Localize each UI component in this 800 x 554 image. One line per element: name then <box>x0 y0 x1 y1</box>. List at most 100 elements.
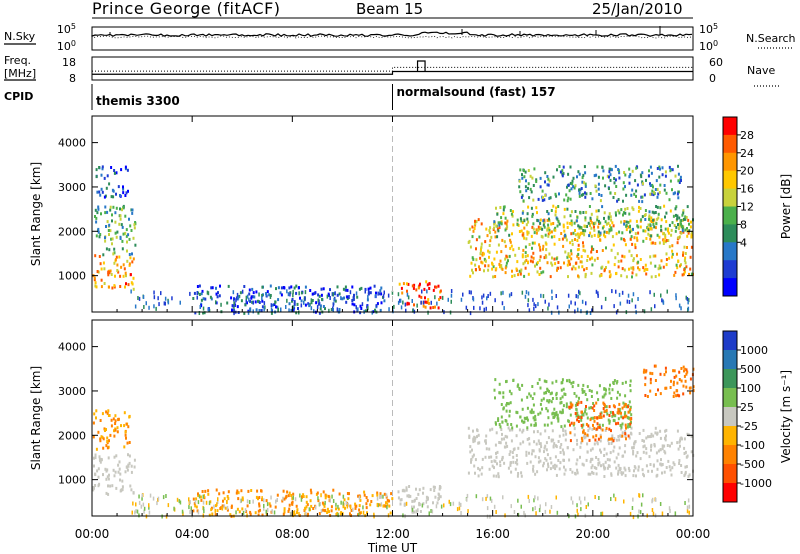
data-cell <box>646 268 649 271</box>
data-cell <box>257 497 259 501</box>
data-cell <box>391 290 394 295</box>
data-cell <box>487 264 490 268</box>
data-cell <box>534 455 537 459</box>
data-cell <box>474 471 476 475</box>
data-cell <box>591 221 594 225</box>
data-cell <box>537 197 540 201</box>
data-cell <box>568 405 571 409</box>
data-cell <box>261 513 264 517</box>
data-cell <box>512 223 515 227</box>
data-cell <box>422 300 425 305</box>
data-cell <box>642 450 645 454</box>
data-cell <box>648 216 651 220</box>
freq-tick-top: 18 <box>62 56 76 69</box>
data-cell <box>575 407 578 411</box>
data-cell <box>241 496 244 500</box>
data-cell <box>270 311 273 315</box>
data-cell <box>537 496 539 501</box>
data-cell <box>157 496 160 501</box>
data-cell <box>380 286 383 290</box>
data-cell <box>550 391 553 395</box>
data-cell <box>559 397 562 401</box>
data-cell <box>521 233 524 237</box>
data-cell <box>648 435 651 439</box>
data-cell <box>661 463 664 466</box>
data-cell <box>582 413 585 417</box>
data-cell <box>582 173 585 177</box>
data-cell <box>531 176 534 180</box>
data-cell <box>292 305 294 310</box>
data-cell <box>543 391 546 395</box>
data-cell <box>656 195 659 199</box>
data-cell <box>546 468 548 472</box>
data-cell <box>623 404 626 408</box>
data-cell <box>437 497 439 501</box>
data-cell <box>559 170 562 174</box>
data-cell <box>600 427 602 431</box>
data-cell <box>604 235 607 239</box>
data-cell <box>634 466 637 470</box>
data-cell <box>631 188 634 192</box>
data-cell <box>572 176 575 180</box>
data-cell <box>543 450 545 454</box>
data-cell <box>536 211 538 215</box>
data-cell <box>426 283 429 287</box>
data-cell <box>418 488 421 492</box>
data-cell <box>568 380 571 384</box>
data-cell <box>613 419 616 423</box>
data-cell <box>567 253 570 257</box>
data-cell <box>232 290 235 295</box>
data-cell <box>142 295 145 299</box>
data-cell <box>241 507 244 511</box>
data-cell <box>531 225 534 229</box>
data-cell <box>422 491 424 495</box>
data-cell <box>572 380 575 384</box>
data-cell <box>538 258 541 262</box>
data-cell <box>310 298 313 303</box>
data-cell <box>652 190 655 194</box>
data-cell <box>676 381 679 385</box>
data-cell <box>552 175 555 179</box>
data-cell <box>580 424 583 427</box>
data-cell <box>625 426 627 430</box>
data-cell <box>549 456 552 460</box>
data-cell <box>682 253 684 257</box>
data-cell <box>589 216 592 220</box>
data-cell <box>651 508 654 512</box>
data-cell <box>611 388 614 392</box>
velocity-colorbar-swatch <box>723 350 737 370</box>
data-cell <box>656 459 659 463</box>
data-cell <box>320 293 323 297</box>
data-cell <box>614 164 617 168</box>
data-cell <box>425 280 428 284</box>
data-cell <box>152 496 155 501</box>
data-cell <box>617 463 620 467</box>
data-cell <box>99 233 102 236</box>
data-cell <box>135 502 137 507</box>
data-cell <box>532 227 535 231</box>
data-cell <box>625 193 628 197</box>
data-cell <box>460 297 463 302</box>
data-cell <box>509 209 512 212</box>
data-cell <box>663 188 666 192</box>
data-cell <box>690 232 693 236</box>
data-cell <box>627 466 630 470</box>
data-cell <box>112 252 115 256</box>
data-cell <box>502 407 505 411</box>
data-cell <box>578 172 581 176</box>
data-cell <box>541 407 543 411</box>
data-cell <box>686 246 688 249</box>
data-cell <box>562 451 565 455</box>
data-cell <box>305 495 308 499</box>
data-cell <box>624 474 627 478</box>
data-cell <box>481 300 484 305</box>
data-cell <box>539 248 542 252</box>
data-cell <box>192 497 195 501</box>
data-cell <box>494 396 496 400</box>
data-cell <box>638 268 641 272</box>
data-cell <box>621 290 624 295</box>
data-cell <box>589 222 591 226</box>
data-cell <box>329 296 331 300</box>
data-cell <box>104 429 106 432</box>
data-cell <box>584 275 587 279</box>
